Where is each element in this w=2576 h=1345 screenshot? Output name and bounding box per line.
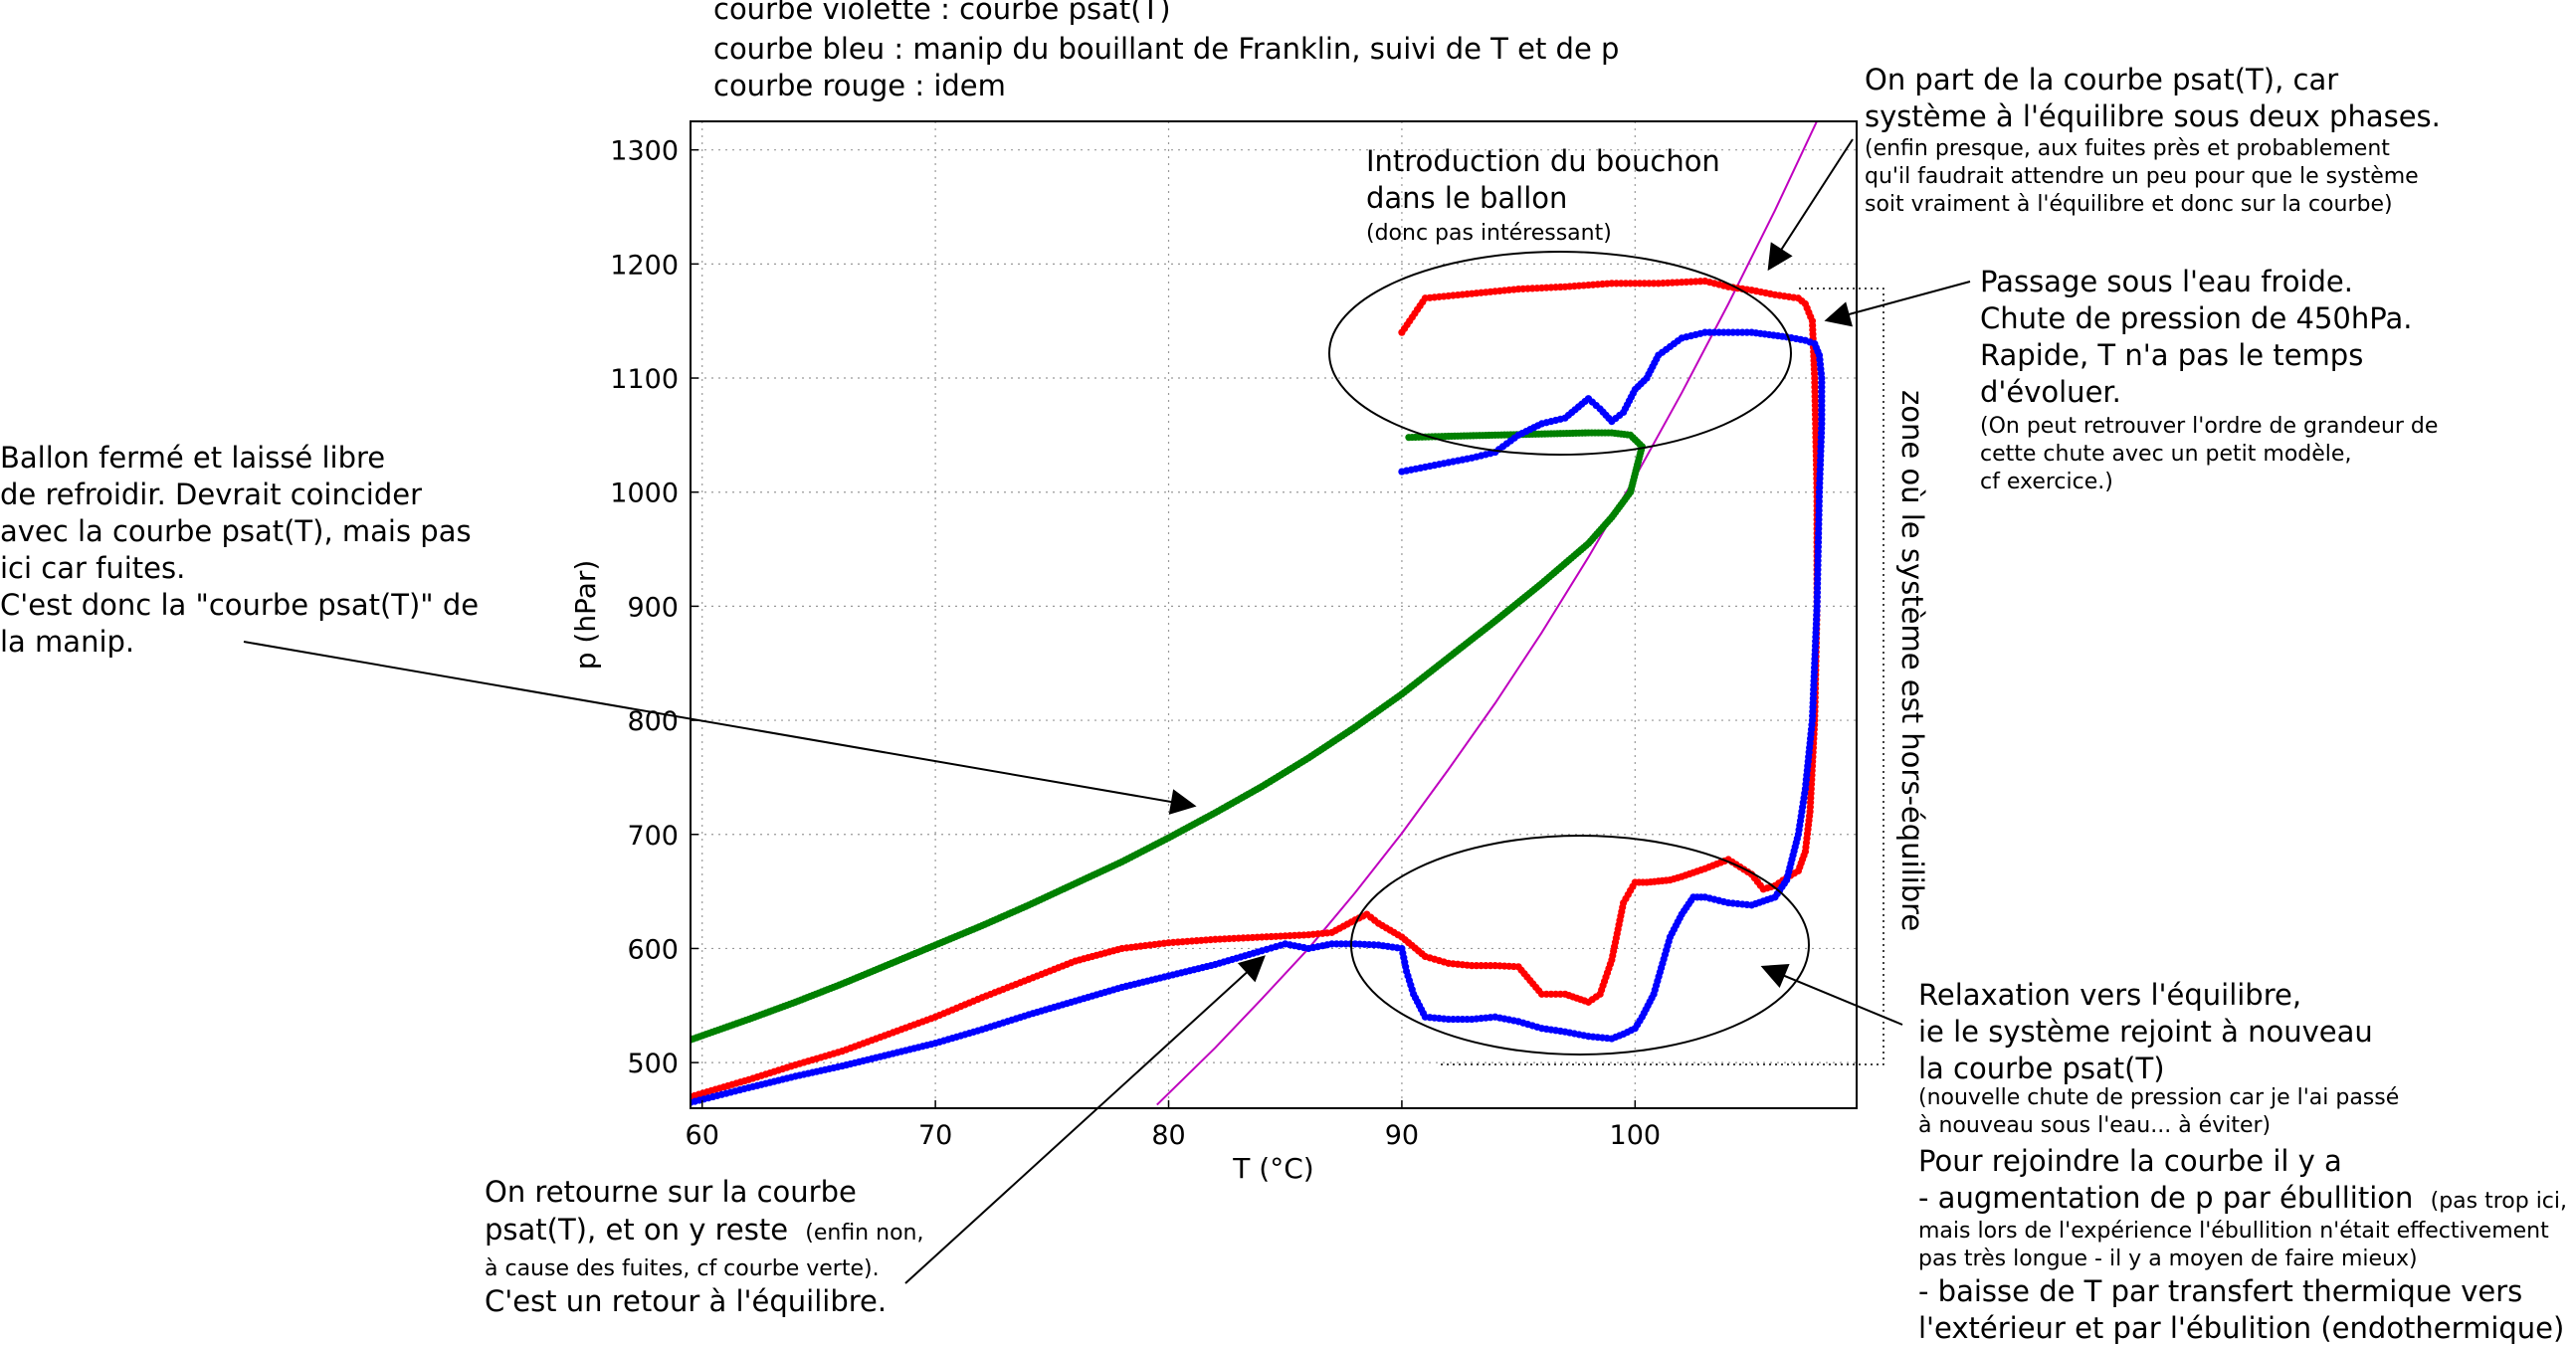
y-axis-label: p (hPar) (569, 560, 602, 671)
legend-line-blue: courbe bleu : manip du bouillant de Fran… (713, 32, 1619, 66)
start-note-line: (enfin presque, aux fuites près et proba… (1865, 136, 2390, 161)
ballon-text-line: ici car fuites. (0, 551, 185, 585)
start-note-line: soit vraiment à l'équilibre et donc sur … (1865, 192, 2393, 217)
return-line2-text: psat(T), et on y reste (485, 1213, 788, 1247)
rejoin-note2-line: pas très longue - il y a moyen de faire … (1918, 1247, 2418, 1271)
arrow-cold (1824, 281, 1971, 327)
y-axis-ticks: 500 600 700 800 900 1000 1100 1200 1300 (610, 136, 698, 1079)
x-tick-label: 60 (686, 1120, 719, 1151)
y-tick-label: 1100 (610, 364, 679, 395)
blue-series-point (1398, 468, 1406, 476)
y-tick-label: 800 (627, 706, 679, 737)
rejoin-item1-note-2: mais lors de l'expérience l'ébullition n… (1918, 1219, 2549, 1271)
rejoin-item1: - augmentation de p par ébullition (pas … (1918, 1181, 2567, 1215)
return-line2-note: (enfin non, (805, 1221, 923, 1246)
blue-series (691, 328, 1826, 1106)
cold-title: Passage sous l'eau froide. Chute de press… (1980, 265, 2412, 409)
ballon-text: Ballon fermé et laissé libre de refroidir… (0, 441, 479, 659)
rejoin-title: Pour rejoindre la courbe il y a (1918, 1144, 2342, 1178)
y-tick-label: 500 (627, 1049, 679, 1079)
intro-title-line: Introduction du bouchon (1366, 144, 1720, 178)
intro-title: Introduction du bouchon dans le ballon (1366, 144, 1729, 215)
x-tick-label: 90 (1385, 1120, 1419, 1151)
y-tick-label: 1200 (610, 250, 679, 281)
rejoin-item2-line: l'extérieur et par l'ébulition (endother… (1918, 1311, 2564, 1345)
x-axis-label: T (°C) (1232, 1152, 1313, 1185)
y-tick-label: 600 (627, 934, 679, 965)
ballon-text-line: Ballon fermé et laissé libre (0, 441, 385, 475)
relax-note: (nouvelle chute de pression car je l'ai … (1918, 1085, 2399, 1138)
relax-title-line: la courbe psat(T) (1918, 1052, 2165, 1085)
bottom-ellipse (1350, 835, 1810, 1056)
arrow-start (1767, 138, 1854, 272)
start-title-line: système à l'équilibre sous deux phases. (1865, 99, 2441, 133)
relax-title: Relaxation vers l'équilibre, ie le systèm… (1918, 978, 2373, 1085)
start-title: On part de la courbe psat(T), car système… (1865, 63, 2441, 133)
arrow-return (904, 955, 1266, 1284)
rejoin-item1-note: (pas trop ici, (2431, 1189, 2567, 1214)
x-tick-label: 80 (1151, 1120, 1185, 1151)
green-series (691, 429, 1646, 1044)
zone-bracket (1440, 288, 1884, 1065)
plot-frame (690, 120, 1858, 1109)
cold-title-line: Passage sous l'eau froide. (1980, 265, 2353, 298)
x-tick-label: 70 (918, 1120, 952, 1151)
start-title-line: On part de la courbe psat(T), car (1865, 63, 2338, 96)
cold-note: (On peut retrouver l'ordre de grandeur d… (1980, 414, 2438, 494)
cold-title-line: d'évoluer. (1980, 375, 2121, 409)
arrow-ballon (243, 641, 1197, 815)
top-ellipse (1328, 251, 1792, 456)
y-tick-label: 900 (627, 592, 679, 623)
cold-title-line: Rapide, T n'a pas le temps (1980, 338, 2363, 372)
legend-line-red: courbe rouge : idem (713, 69, 1006, 102)
start-note-line: qu'il faudrait attendre un peu pour que … (1865, 164, 2419, 189)
rejoin-item2-line: - baisse de T par transfert thermique ve… (1918, 1274, 2522, 1308)
x-axis-ticks: 60 70 80 90 100 (686, 1100, 1662, 1151)
green-series-point (1405, 434, 1413, 442)
start-note: (enfin presque, aux fuites près et proba… (1865, 136, 2419, 217)
ballon-text-line: la manip. (0, 625, 134, 659)
data-series (691, 121, 1826, 1106)
return-line4: C'est un retour à l'équilibre. (485, 1284, 887, 1318)
cold-note-line: (On peut retrouver l'ordre de grandeur d… (1980, 414, 2438, 439)
relax-title-line: ie le système rejoint à nouveau (1918, 1015, 2373, 1049)
rejoin-item1-text: - augmentation de p par ébullition (1918, 1181, 2413, 1215)
y-tick-label: 1300 (610, 136, 679, 167)
red-series-point (1398, 328, 1406, 336)
rejoin-note2-line: mais lors de l'expérience l'ébullition n… (1918, 1219, 2549, 1244)
return-line1: On retourne sur la courbe (485, 1175, 857, 1209)
intro-title-line: dans le ballon (1366, 181, 1567, 215)
ballon-text-line: avec la courbe psat(T), mais pas (0, 514, 472, 548)
relax-note-line: (nouvelle chute de pression car je l'ai … (1918, 1085, 2399, 1110)
ballon-text-line: C'est donc la "courbe psat(T)" de (0, 588, 479, 622)
ballon-text-line: de refroidir. Devrait coincider (0, 478, 422, 511)
arrow-relax (1760, 963, 1903, 1026)
psat-curve-line (1156, 121, 1819, 1106)
cold-note-line: cf exercice.) (1980, 470, 2113, 494)
zone-label: zone où le système est hors-équilibre (1895, 390, 1929, 931)
grid-lines (691, 121, 1857, 1108)
intro-note: (donc pas intéressant) (1366, 221, 1612, 246)
x-tick-label: 100 (1610, 1120, 1662, 1151)
cold-title-line: Chute de pression de 450hPa. (1980, 301, 2412, 335)
return-line2: psat(T), et on y reste (enfin non, (485, 1213, 923, 1247)
y-tick-label: 1000 (610, 479, 679, 509)
y-tick-label: 700 (627, 821, 679, 852)
cold-note-line: cette chute avec un petit modèle, (1980, 442, 2351, 467)
legend-line-violet: courbe violette : courbe psat(T) (713, 0, 1171, 26)
rejoin-item2: - baisse de T par transfert thermique ve… (1918, 1274, 2564, 1345)
return-line3: à cause des fuites, cf courbe verte). (485, 1256, 880, 1281)
relax-title-line: Relaxation vers l'équilibre, (1918, 978, 2301, 1012)
relax-note-line: à nouveau sous l'eau... à éviter) (1918, 1113, 2271, 1138)
